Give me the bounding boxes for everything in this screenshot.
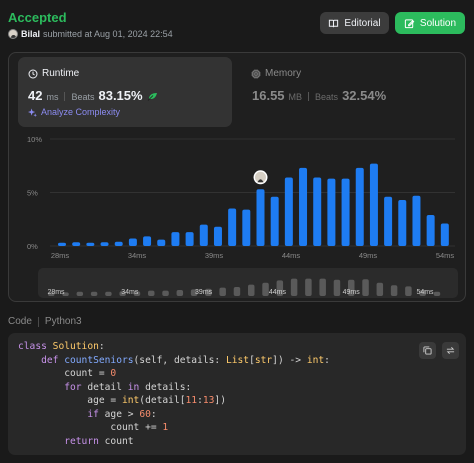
book-icon	[329, 19, 339, 27]
code-section-label: Code	[8, 316, 32, 327]
memory-title[interactable]: Memory	[251, 68, 301, 79]
code-actions	[419, 342, 459, 359]
runtime-value: 42	[28, 88, 43, 103]
submitted-time: submitted at Aug 01, 2024 22:54	[43, 28, 173, 39]
memory-metric[interactable]: 16.55 MB Beats 32.54%	[252, 88, 386, 104]
code-language: Python3	[44, 316, 82, 327]
solution-button[interactable]: Solution	[395, 12, 465, 34]
copy-icon	[423, 346, 432, 355]
runtime-metric: 42 ms Beats 83.15%	[28, 88, 159, 104]
editorial-label: Editorial	[344, 17, 381, 29]
analyze-complexity-label: Analyze Complexity	[41, 107, 121, 117]
leaf-icon	[147, 93, 157, 101]
swap-icon	[446, 347, 455, 354]
divider	[37, 316, 39, 327]
copy-button[interactable]	[419, 342, 436, 359]
memory-beats-percent: 32.54%	[342, 88, 387, 103]
submission-status: Accepted	[8, 10, 67, 25]
sparkle-icon	[28, 107, 37, 117]
solution-label: Solution	[419, 17, 457, 29]
runtime-title-label: Runtime	[42, 68, 80, 79]
metric-divider	[308, 91, 310, 101]
wrap-toggle-button[interactable]	[442, 342, 459, 359]
edit-icon	[404, 18, 415, 28]
code-content[interactable]: class Solution: def countSeniors(self, d…	[18, 341, 330, 447]
user-name[interactable]: Bilal	[21, 28, 41, 39]
submission-meta: Bilal submitted at Aug 01, 2024 22:54	[8, 27, 173, 40]
runtime-beats-percent: 83.15%	[98, 88, 143, 103]
submission-header: Accepted Bilal submitted at Aug 01, 2024…	[0, 0, 474, 48]
runtime-title: Runtime	[28, 68, 79, 79]
memory-title-label: Memory	[265, 68, 302, 79]
memory-value: 16.55	[252, 88, 285, 103]
runtime-beats-label: Beats	[71, 92, 95, 102]
analyze-complexity-link[interactable]: Analyze Complexity	[28, 107, 120, 117]
memory-beats-label: Beats	[315, 92, 339, 102]
clock-icon	[28, 69, 38, 78]
memory-unit: MB	[288, 92, 303, 102]
chip-icon	[251, 69, 261, 78]
runtime-unit: ms	[46, 92, 59, 102]
code-block[interactable]	[8, 333, 466, 455]
avatar[interactable]	[8, 28, 18, 39]
code-header: Code Python3	[8, 316, 82, 327]
metric-divider	[64, 91, 66, 101]
editorial-button[interactable]: Editorial	[320, 12, 389, 34]
runtime-card[interactable]	[18, 57, 232, 127]
